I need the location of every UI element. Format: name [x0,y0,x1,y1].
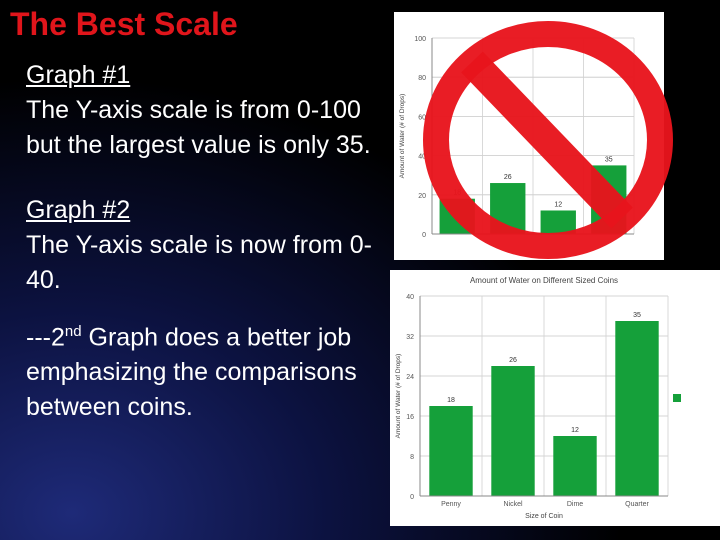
y-axis-label: Amount of Water (# of Drops) [395,354,402,439]
slide-title: The Best Scale [10,6,238,42]
x-tick-label: Quarter [625,501,649,508]
bar-penny [429,406,473,496]
data-label: 35 [605,156,613,163]
chart-scale-0-40: Amount of Water on Different Sized Coins… [390,270,720,526]
y-tick-label: 0 [410,494,414,501]
data-label: 26 [504,174,512,181]
graph1-text: The Y-axis scale is from 0-100 but the l… [26,96,371,159]
y-axis-label: Amount of Water (# of Drops) [399,94,406,179]
graph1-heading: Graph #1 [26,61,131,89]
chart-title: Amount of Water on Different Sized Coins [470,276,618,285]
y-tick-label: 32 [406,334,414,341]
y-tick-label: 40 [418,154,426,161]
graph1-paragraph: Graph #1 The Y-axis scale is from 0-100 … [26,58,386,163]
x-axis-label: Size of Coin [525,513,563,520]
graph2-text: The Y-axis scale is now from 0-40. [26,231,372,294]
bar-nickel [491,366,535,496]
x-tick-label: Nickel [503,501,523,508]
prohibition-sign-icon [423,21,673,259]
x-tick-label: Dime [567,501,583,508]
y-tick-label: 100 [414,36,426,43]
y-tick-label: 80 [418,75,426,82]
conclusion-prefix: ---2 [26,323,65,352]
conclusion-paragraph: ---2nd Graph does a better job emphasizi… [26,314,386,425]
slide-body: Graph #1 The Y-axis scale is from 0-100 … [26,58,386,455]
graph2-heading: Graph #2 [26,196,131,224]
y-tick-label: 16 [406,414,414,421]
y-tick-label: 40 [406,294,414,301]
graph2-paragraph: Graph #2 The Y-axis scale is now from 0-… [26,193,386,298]
conclusion-text: Graph does a better job emphasizing the … [26,323,357,422]
data-label: 12 [571,427,579,434]
data-label: 12 [554,201,562,208]
bar-quarter [615,321,659,496]
bar-dime [540,210,576,234]
legend-marker [673,394,681,402]
bar-dime [553,436,597,496]
y-tick-label: 20 [418,193,426,200]
data-label: 26 [509,357,517,364]
y-tick-label: 60 [418,114,426,121]
data-label: 35 [633,312,641,319]
y-tick-label: 0 [422,232,426,239]
y-tick-label: 24 [406,374,414,381]
conclusion-superscript: nd [64,323,82,340]
y-tick-label: 8 [410,454,414,461]
x-tick-label: Penny [441,501,461,508]
data-label: 18 [447,397,455,404]
